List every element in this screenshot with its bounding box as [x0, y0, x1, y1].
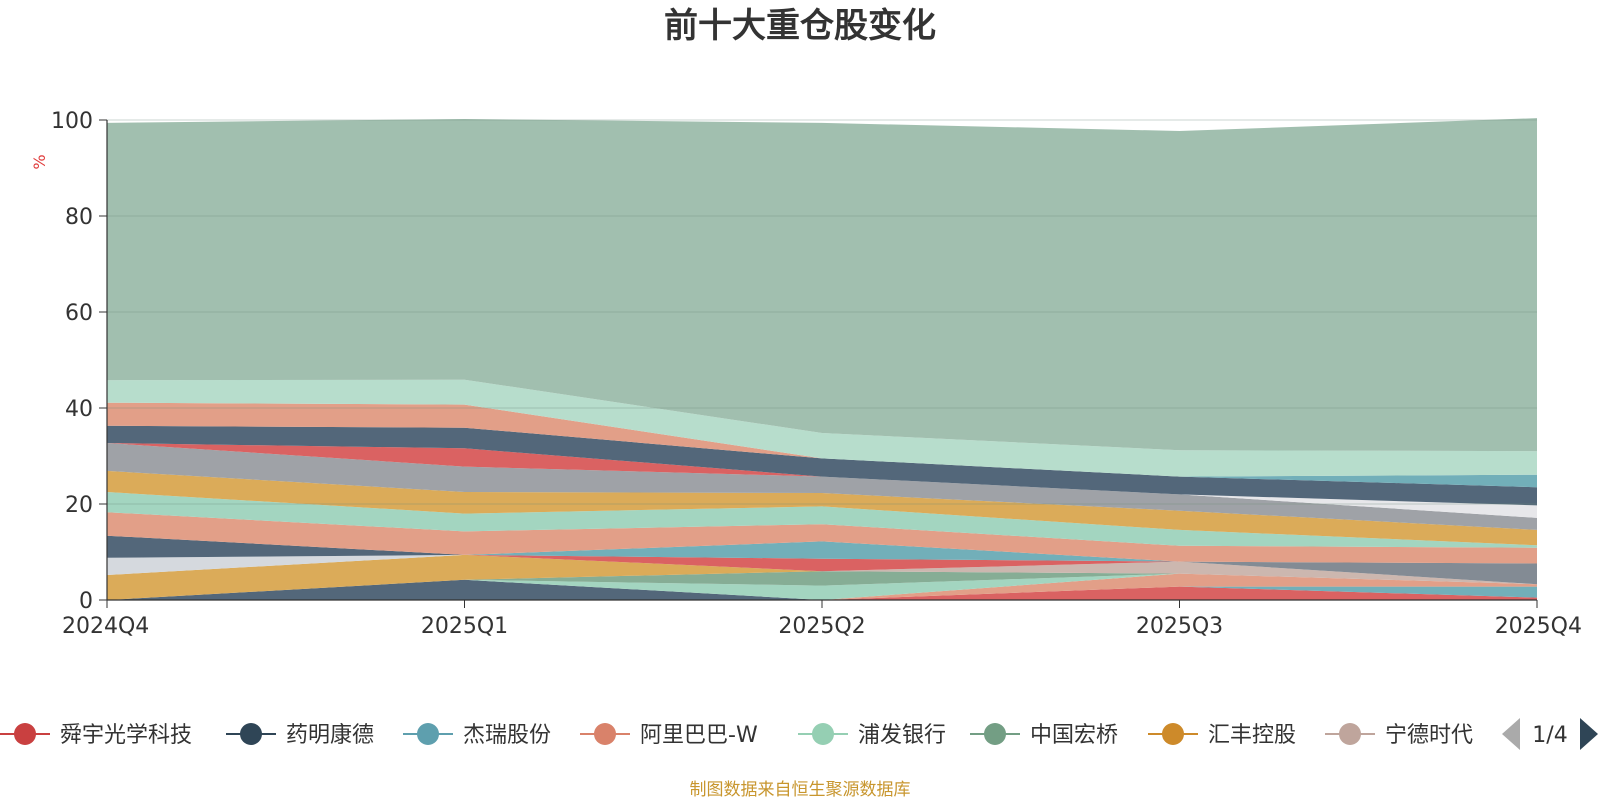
legend-marker-icon — [594, 723, 616, 745]
y-tick-label: 60 — [65, 301, 93, 326]
legend-label: 中国宏桥 — [1030, 723, 1118, 748]
area-series-1 — [107, 586, 1537, 600]
x-tick-label: 2025Q4 — [1495, 614, 1582, 639]
area-layer — [107, 118, 1537, 600]
legend-page-indicator: 1/4 — [1532, 723, 1567, 748]
legend-label: 舜宇光学科技 — [60, 723, 192, 748]
area-series-14 — [107, 512, 1537, 564]
y-tick-label: 20 — [65, 493, 93, 518]
legend-item-3[interactable]: 杰瑞股份 — [403, 723, 551, 748]
x-tick-label: 2024Q4 — [62, 614, 149, 639]
legend-marker-icon — [417, 723, 439, 745]
legend-label: 汇丰控股 — [1208, 723, 1296, 748]
area-series-23 — [107, 379, 1537, 477]
area-series-5 — [107, 573, 1537, 600]
legend-next-page-icon[interactable] — [1580, 718, 1598, 750]
legend-label: 药明康德 — [286, 723, 374, 748]
area-series-20 — [107, 425, 1537, 506]
legend-marker-icon — [1162, 723, 1184, 745]
area-series-8 — [107, 554, 1537, 585]
x-tick-label: 2025Q1 — [421, 614, 508, 639]
legend-marker-icon — [1339, 723, 1361, 745]
legend-label: 阿里巴巴-W — [640, 723, 758, 748]
legend-item-1[interactable]: 舜宇光学科技 — [0, 723, 192, 748]
data-source-note: 制图数据来自恒生聚源数据库 — [690, 780, 911, 800]
area-series-12 — [107, 541, 1537, 564]
area-series-15 — [107, 492, 1537, 548]
area-series-6 — [107, 571, 1537, 600]
area-series-17 — [107, 443, 1537, 530]
legend-item-8[interactable]: 宁德时代 — [1325, 723, 1473, 748]
y-tick-label: 80 — [65, 205, 93, 230]
grid-lines — [107, 119, 1537, 505]
area-series-10 — [107, 554, 1537, 575]
area-series-11 — [107, 554, 1537, 572]
chart-title: 前十大重仓股变化 — [664, 6, 936, 46]
area-series-4 — [107, 573, 1537, 600]
area-series-18 — [107, 443, 1537, 518]
legend-marker-icon — [812, 723, 834, 745]
legend-item-6[interactable]: 中国宏桥 — [970, 723, 1118, 748]
axis-layer: 0 20 40 60 80 100 2024Q4 2025Q1 2025Q2 2025Q3 2025… — [51, 109, 1582, 639]
area-series-7 — [107, 554, 1537, 600]
legend-item-2[interactable]: 药明康德 — [226, 723, 374, 748]
legend-marker-icon — [14, 723, 36, 745]
area-series-22 — [107, 402, 1537, 477]
legend-label: 宁德时代 — [1385, 723, 1473, 748]
legend-prev-page-icon[interactable] — [1502, 718, 1520, 750]
area-series-2 — [107, 579, 1537, 600]
legend-marker-icon — [240, 723, 262, 745]
area-series-16 — [107, 470, 1537, 546]
x-tick-label: 2025Q3 — [1136, 614, 1223, 639]
area-series-21 — [107, 425, 1537, 488]
y-tick-label: 40 — [65, 397, 93, 422]
legend-item-7[interactable]: 汇丰控股 — [1148, 723, 1296, 748]
legend-pager: 1/4 — [1502, 718, 1598, 750]
legend-item-4[interactable]: 阿里巴巴-W — [580, 723, 758, 748]
y-axis-unit: % — [30, 154, 49, 169]
legend-label: 浦发银行 — [858, 723, 946, 748]
legend-item-5[interactable]: 浦发银行 — [798, 723, 946, 748]
legend-marker-icon — [984, 723, 1006, 745]
legend: 舜宇光学科技 药明康德 杰瑞股份 阿里巴巴-W 浦发银行 中国宏桥 汇丰控股 宁德时代 — [0, 723, 1473, 748]
x-tick-label: 2025Q2 — [778, 614, 865, 639]
y-tick-label: 0 — [79, 589, 93, 614]
area-series-24 — [107, 118, 1537, 452]
y-tick-label: 100 — [51, 109, 93, 134]
legend-label: 杰瑞股份 — [463, 723, 551, 748]
